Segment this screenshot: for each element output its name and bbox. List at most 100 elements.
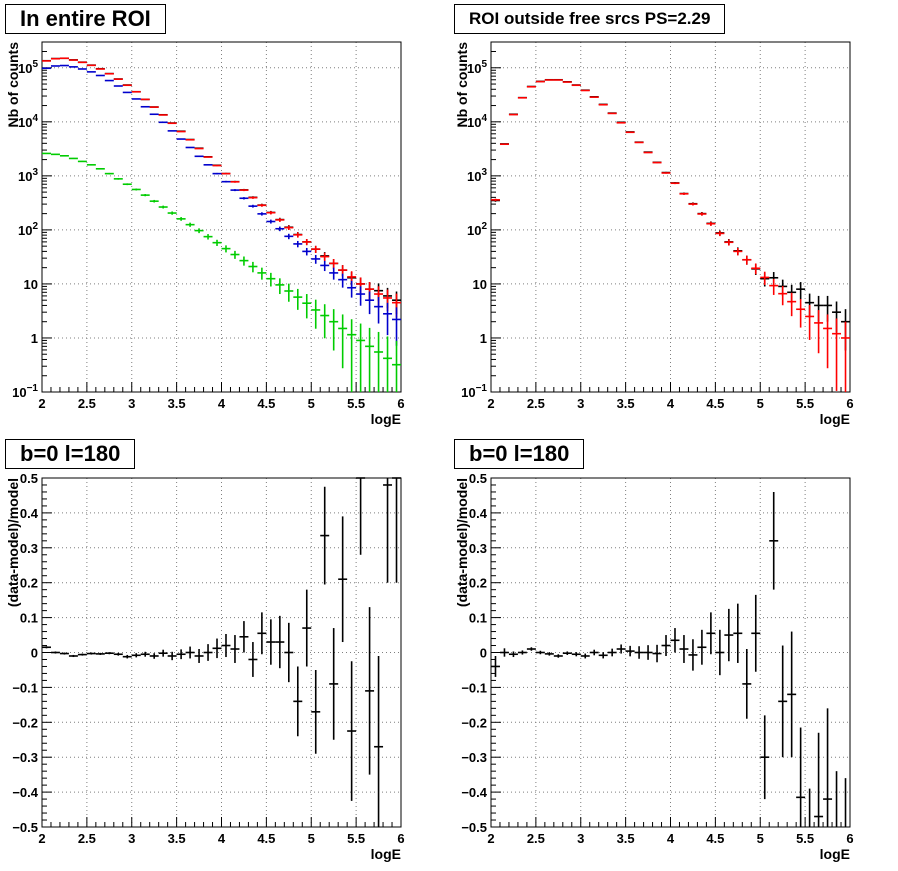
data-point (185, 222, 195, 227)
data-point (140, 651, 150, 657)
x-axis-label: logE (371, 411, 401, 427)
y-tick-label: 10−1 (461, 383, 487, 400)
x-tick-label: 5.5 (796, 396, 814, 411)
data-series (42, 64, 401, 346)
y-tick-label: −0.1 (12, 680, 38, 695)
data-point (589, 649, 599, 656)
data-point (149, 199, 159, 203)
data-point (652, 161, 662, 164)
data-point (221, 172, 231, 175)
panel-title-text: b=0 l=180 (469, 441, 570, 466)
data-point (95, 168, 105, 170)
data-point (149, 653, 159, 659)
data-point (167, 130, 177, 132)
data-point (293, 240, 303, 248)
x-axis-label: logE (820, 846, 850, 862)
data-point (814, 732, 824, 827)
data-point (42, 152, 51, 155)
data-point (176, 649, 186, 660)
data-point (140, 194, 150, 197)
y-tick-label: 10 (24, 277, 38, 292)
x-tick-label: 2 (487, 396, 494, 411)
data-point (679, 635, 689, 663)
x-tick-label: 3 (577, 831, 584, 846)
y-tick-label: 103 (18, 167, 38, 184)
data-point (212, 164, 222, 167)
data-point (652, 644, 662, 663)
data-point (275, 278, 285, 295)
data-point (311, 254, 321, 264)
data-point (347, 319, 357, 392)
x-tick-label: 2 (487, 831, 494, 846)
data-point (625, 645, 635, 657)
y-tick-label: −0.3 (12, 750, 38, 765)
data-point (203, 234, 213, 240)
data-point (221, 245, 231, 253)
x-tick-label: 5.5 (347, 831, 365, 846)
data-point (526, 647, 536, 651)
data-point (365, 291, 375, 315)
data-point (383, 302, 393, 336)
data-point (374, 331, 384, 392)
x-tick-label: 5.5 (347, 396, 365, 411)
y-tick-label: 102 (18, 221, 38, 238)
data-point (302, 294, 312, 319)
data-point (212, 638, 222, 659)
data-point (553, 654, 563, 658)
data-point (203, 164, 213, 166)
y-axis-label: Nb of counts (454, 42, 470, 128)
data-point (796, 282, 806, 300)
data-point (275, 615, 285, 669)
data-point (796, 727, 806, 827)
data-point (50, 153, 60, 156)
data-point (491, 655, 500, 677)
data-point (769, 491, 779, 590)
data-point (122, 183, 132, 186)
panel-title-bottom-right: b=0 l=180 (454, 439, 585, 469)
y-axis-label: Nb of counts (5, 42, 21, 128)
x-tick-label: 6 (846, 396, 853, 411)
data-point (284, 225, 294, 231)
data-point (499, 143, 509, 146)
data-point (266, 619, 276, 665)
x-tick-label: 6 (397, 831, 404, 846)
y-tick-label: −0.4 (461, 785, 487, 800)
x-tick-label: 3 (128, 396, 135, 411)
y-axis-label: (data-model)/model (5, 478, 21, 607)
x-tick-label: 6 (397, 396, 404, 411)
data-point (356, 323, 366, 392)
data-point (113, 178, 123, 180)
data-point (230, 181, 240, 183)
data-point (392, 307, 401, 346)
x-tick-label: 4 (667, 831, 675, 846)
data-point (167, 651, 177, 661)
data-point (104, 172, 114, 175)
data-point (257, 203, 267, 207)
data-point (302, 239, 312, 246)
y-tick-label: −0.5 (12, 820, 38, 835)
data-point (616, 644, 626, 654)
data-point (113, 652, 123, 656)
data-point (643, 151, 653, 154)
data-point (158, 205, 168, 209)
data-point (302, 247, 312, 256)
data-point (176, 138, 186, 140)
x-tick-label: 2.5 (78, 396, 96, 411)
x-tick-label: 4 (218, 396, 226, 411)
data-point (104, 652, 114, 655)
data-point (634, 141, 644, 144)
data-point (796, 299, 806, 328)
data-point (347, 661, 357, 801)
data-point (230, 635, 240, 663)
data-point (42, 646, 51, 649)
y-axis-label: (data-model)/model (454, 478, 470, 607)
data-point (778, 645, 788, 758)
data-point (284, 233, 294, 240)
data-point (320, 260, 330, 272)
data-point (194, 649, 204, 663)
data-point (392, 340, 401, 392)
data-point (311, 245, 321, 253)
y-tick-label: 0.1 (469, 611, 487, 626)
